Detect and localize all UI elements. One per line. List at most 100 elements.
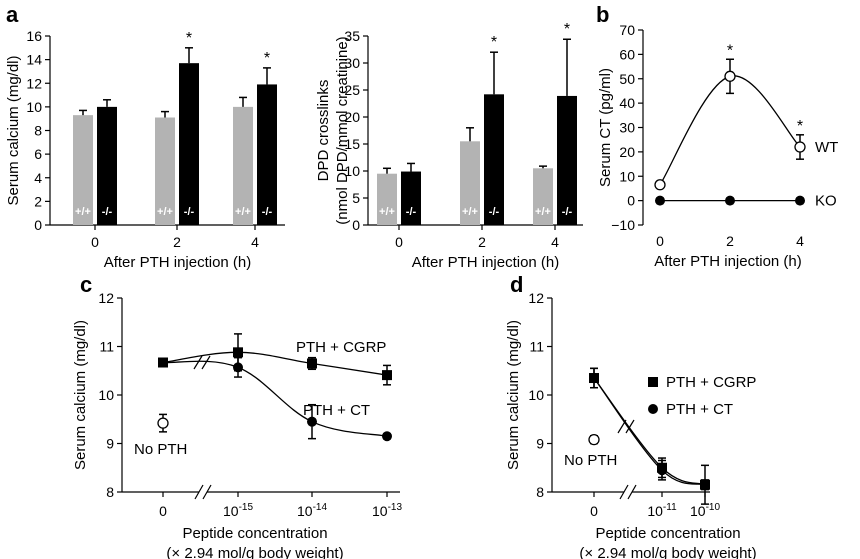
chart-d-y-tick-label: 8 <box>536 484 544 500</box>
chart-d-x-tick-label: 10-11 <box>647 502 677 519</box>
chart-b-y-tick-label: 50 <box>619 71 635 87</box>
chart-a2-y-tick-label: 30 <box>344 55 360 71</box>
chart-a-bar-label: -/- <box>184 206 195 218</box>
chart-c-x-axis-break <box>202 484 212 500</box>
chart-d-y-tick-label: 12 <box>528 290 544 306</box>
chart-a2-y-tick-label: 5 <box>352 190 360 206</box>
chart-c-curve-break <box>201 355 211 370</box>
chart-c-point-pthcgrp <box>382 370 392 381</box>
chart-a-significance-mark: * <box>264 50 270 67</box>
chart-a-dpd-crosslinks: 0 5 10 15 20 25 30 35 0 +/+ -/- 2 +/+ -/- 4 +/+ -/- * * DPD… <box>315 21 583 271</box>
chart-a2-y-tick-label: 25 <box>344 82 360 98</box>
chart-a2-bar--4 <box>533 168 553 225</box>
chart-b-y-tick-label: −10 <box>611 217 635 233</box>
chart-a-bar-label: +/+ <box>235 206 251 218</box>
chart-b-y-axis-title: Serum CT (pg/ml) <box>597 68 614 187</box>
chart-a-bar--2 <box>155 117 175 225</box>
chart-a-y-tick-label: 12 <box>26 75 42 91</box>
chart-d-x-tick-label: 0 <box>590 503 598 519</box>
chart-b-x-axis-title: After PTH injection (h) <box>654 253 802 270</box>
chart-d-x-axis-break <box>619 484 629 500</box>
chart-c-line-pthct <box>162 360 388 437</box>
chart-a-y-tick-label: 6 <box>34 146 42 162</box>
chart-d-y-tick-label: 10 <box>528 387 544 403</box>
chart-a-y-tick-label: 4 <box>34 170 42 186</box>
chart-c-x-tick-label: 10-14 <box>297 502 327 519</box>
chart-c-peptide-calcium: 8 9 10 11 12 0 10-15 10-14 10-13 Peptide concentr… <box>72 290 402 559</box>
chart-b-y-tick-label: 10 <box>619 168 635 184</box>
chart-a-serum-calcium: 0 2 4 6 8 10 12 14 16 0 +/+ -/- 2 +/+ -/- 4 +/+ -/- * * Seru… <box>5 28 285 271</box>
chart-c-y-tick-label: 9 <box>106 436 114 452</box>
chart-c-point-pthct <box>233 362 243 373</box>
chart-a2-y-tick-label: 15 <box>344 136 360 152</box>
chart-a-bar-label: -/- <box>262 206 273 218</box>
chart-b-serum-ct: −10 0 10 20 30 40 50 60 70 0 2 4 After PTH injection… <box>597 22 838 270</box>
chart-b-series-label-KO: KO <box>815 193 837 210</box>
chart-a-bar--0 <box>73 115 93 225</box>
chart-a-y-tick-label: 2 <box>34 193 42 209</box>
chart-d-point-pthct <box>700 479 710 490</box>
chart-b-series-label-WT: WT <box>815 139 838 156</box>
chart-a-bar--0 <box>97 106 117 225</box>
chart-b-x-tick-label: 4 <box>796 233 804 249</box>
chart-c-series-label-nopth: No PTH <box>134 441 187 458</box>
chart-c-x-tick-label: 10-13 <box>372 502 402 519</box>
chart-a-x-tick-label: 4 <box>251 234 259 250</box>
chart-c-x-axis-title: Peptide concentration <box>182 525 327 542</box>
chart-a-y-tick-label: 0 <box>34 217 42 233</box>
chart-c-point-pthcgrp <box>307 358 317 369</box>
chart-a-bar-label: +/+ <box>157 206 173 218</box>
chart-d-y-axis-title: Serum calcium (mg/dl) <box>505 320 522 470</box>
chart-a-bar--4 <box>233 106 253 225</box>
chart-c-y-tick-label: 8 <box>106 484 114 500</box>
chart-a2-bar-label: -/- <box>489 206 500 218</box>
chart-b-point-KO <box>795 195 805 206</box>
chart-a2-y-tick-label: 10 <box>344 163 360 179</box>
chart-a-bar--4 <box>257 84 277 226</box>
chart-d-legend-label-cgrp: PTH + CGRP <box>666 374 756 391</box>
chart-a-bar--2 <box>179 63 199 226</box>
chart-b-x-tick-label: 2 <box>726 233 734 249</box>
chart-a2-x-tick-label: 4 <box>551 234 559 250</box>
chart-c-point-pthct <box>158 357 168 368</box>
chart-a2-bar-label: +/+ <box>535 206 551 218</box>
chart-a2-bar--0 <box>401 171 421 225</box>
chart-b-y-tick-label: 60 <box>619 46 635 62</box>
panel-letter-d: d <box>510 272 523 297</box>
chart-b-point-KO <box>655 195 665 206</box>
chart-b-y-tick-label: 70 <box>619 22 635 38</box>
chart-d-point-pthct <box>657 465 667 476</box>
chart-b-y-tick-label: 20 <box>619 144 635 160</box>
chart-c-x-tick-label: 0 <box>159 503 167 519</box>
chart-a-y-tick-label: 8 <box>34 123 42 139</box>
chart-b-point-WT <box>794 141 806 153</box>
chart-d-curve-break <box>625 419 635 434</box>
chart-a-bar-label: +/+ <box>75 206 91 218</box>
chart-c-series-label-cgrp: PTH + CGRP <box>296 339 386 356</box>
chart-a2-x-tick-label: 0 <box>395 234 403 250</box>
chart-a-y-tick-label: 14 <box>26 52 42 68</box>
chart-b-point-WT <box>654 179 666 191</box>
chart-d-legend-marker-cgrp <box>648 377 658 387</box>
chart-b-point-WT <box>724 70 736 82</box>
chart-d-x-axis-title: (× 2.94 mol/g body weight) <box>579 545 756 559</box>
chart-c-x-axis-break <box>194 484 204 500</box>
chart-a2-bar-label: +/+ <box>379 206 395 218</box>
chart-c-series-label-ct: PTH + CT <box>303 402 370 419</box>
chart-d-point-pthct <box>589 373 599 384</box>
chart-a-x-tick-label: 2 <box>173 234 181 250</box>
chart-a-x-tick-label: 0 <box>91 234 99 250</box>
chart-b-x-tick-label: 0 <box>656 233 664 249</box>
chart-b-y-tick-label: 0 <box>627 193 635 209</box>
panel-letter-b: b <box>596 2 609 27</box>
chart-a2-bar--2 <box>460 141 480 225</box>
chart-a-x-axis-title: After PTH injection (h) <box>104 254 252 271</box>
chart-b-y-tick-label: 30 <box>619 120 635 136</box>
chart-d-legend-label-ct: PTH + CT <box>666 401 733 418</box>
chart-d-x-axis-title: Peptide concentration <box>595 525 740 542</box>
chart-a-y-axis-title: Serum calcium (mg/dl) <box>5 55 22 205</box>
chart-a-bar-label: -/- <box>102 206 113 218</box>
chart-a2-bar--2 <box>484 94 504 225</box>
chart-b-significance-mark: * <box>727 42 733 59</box>
